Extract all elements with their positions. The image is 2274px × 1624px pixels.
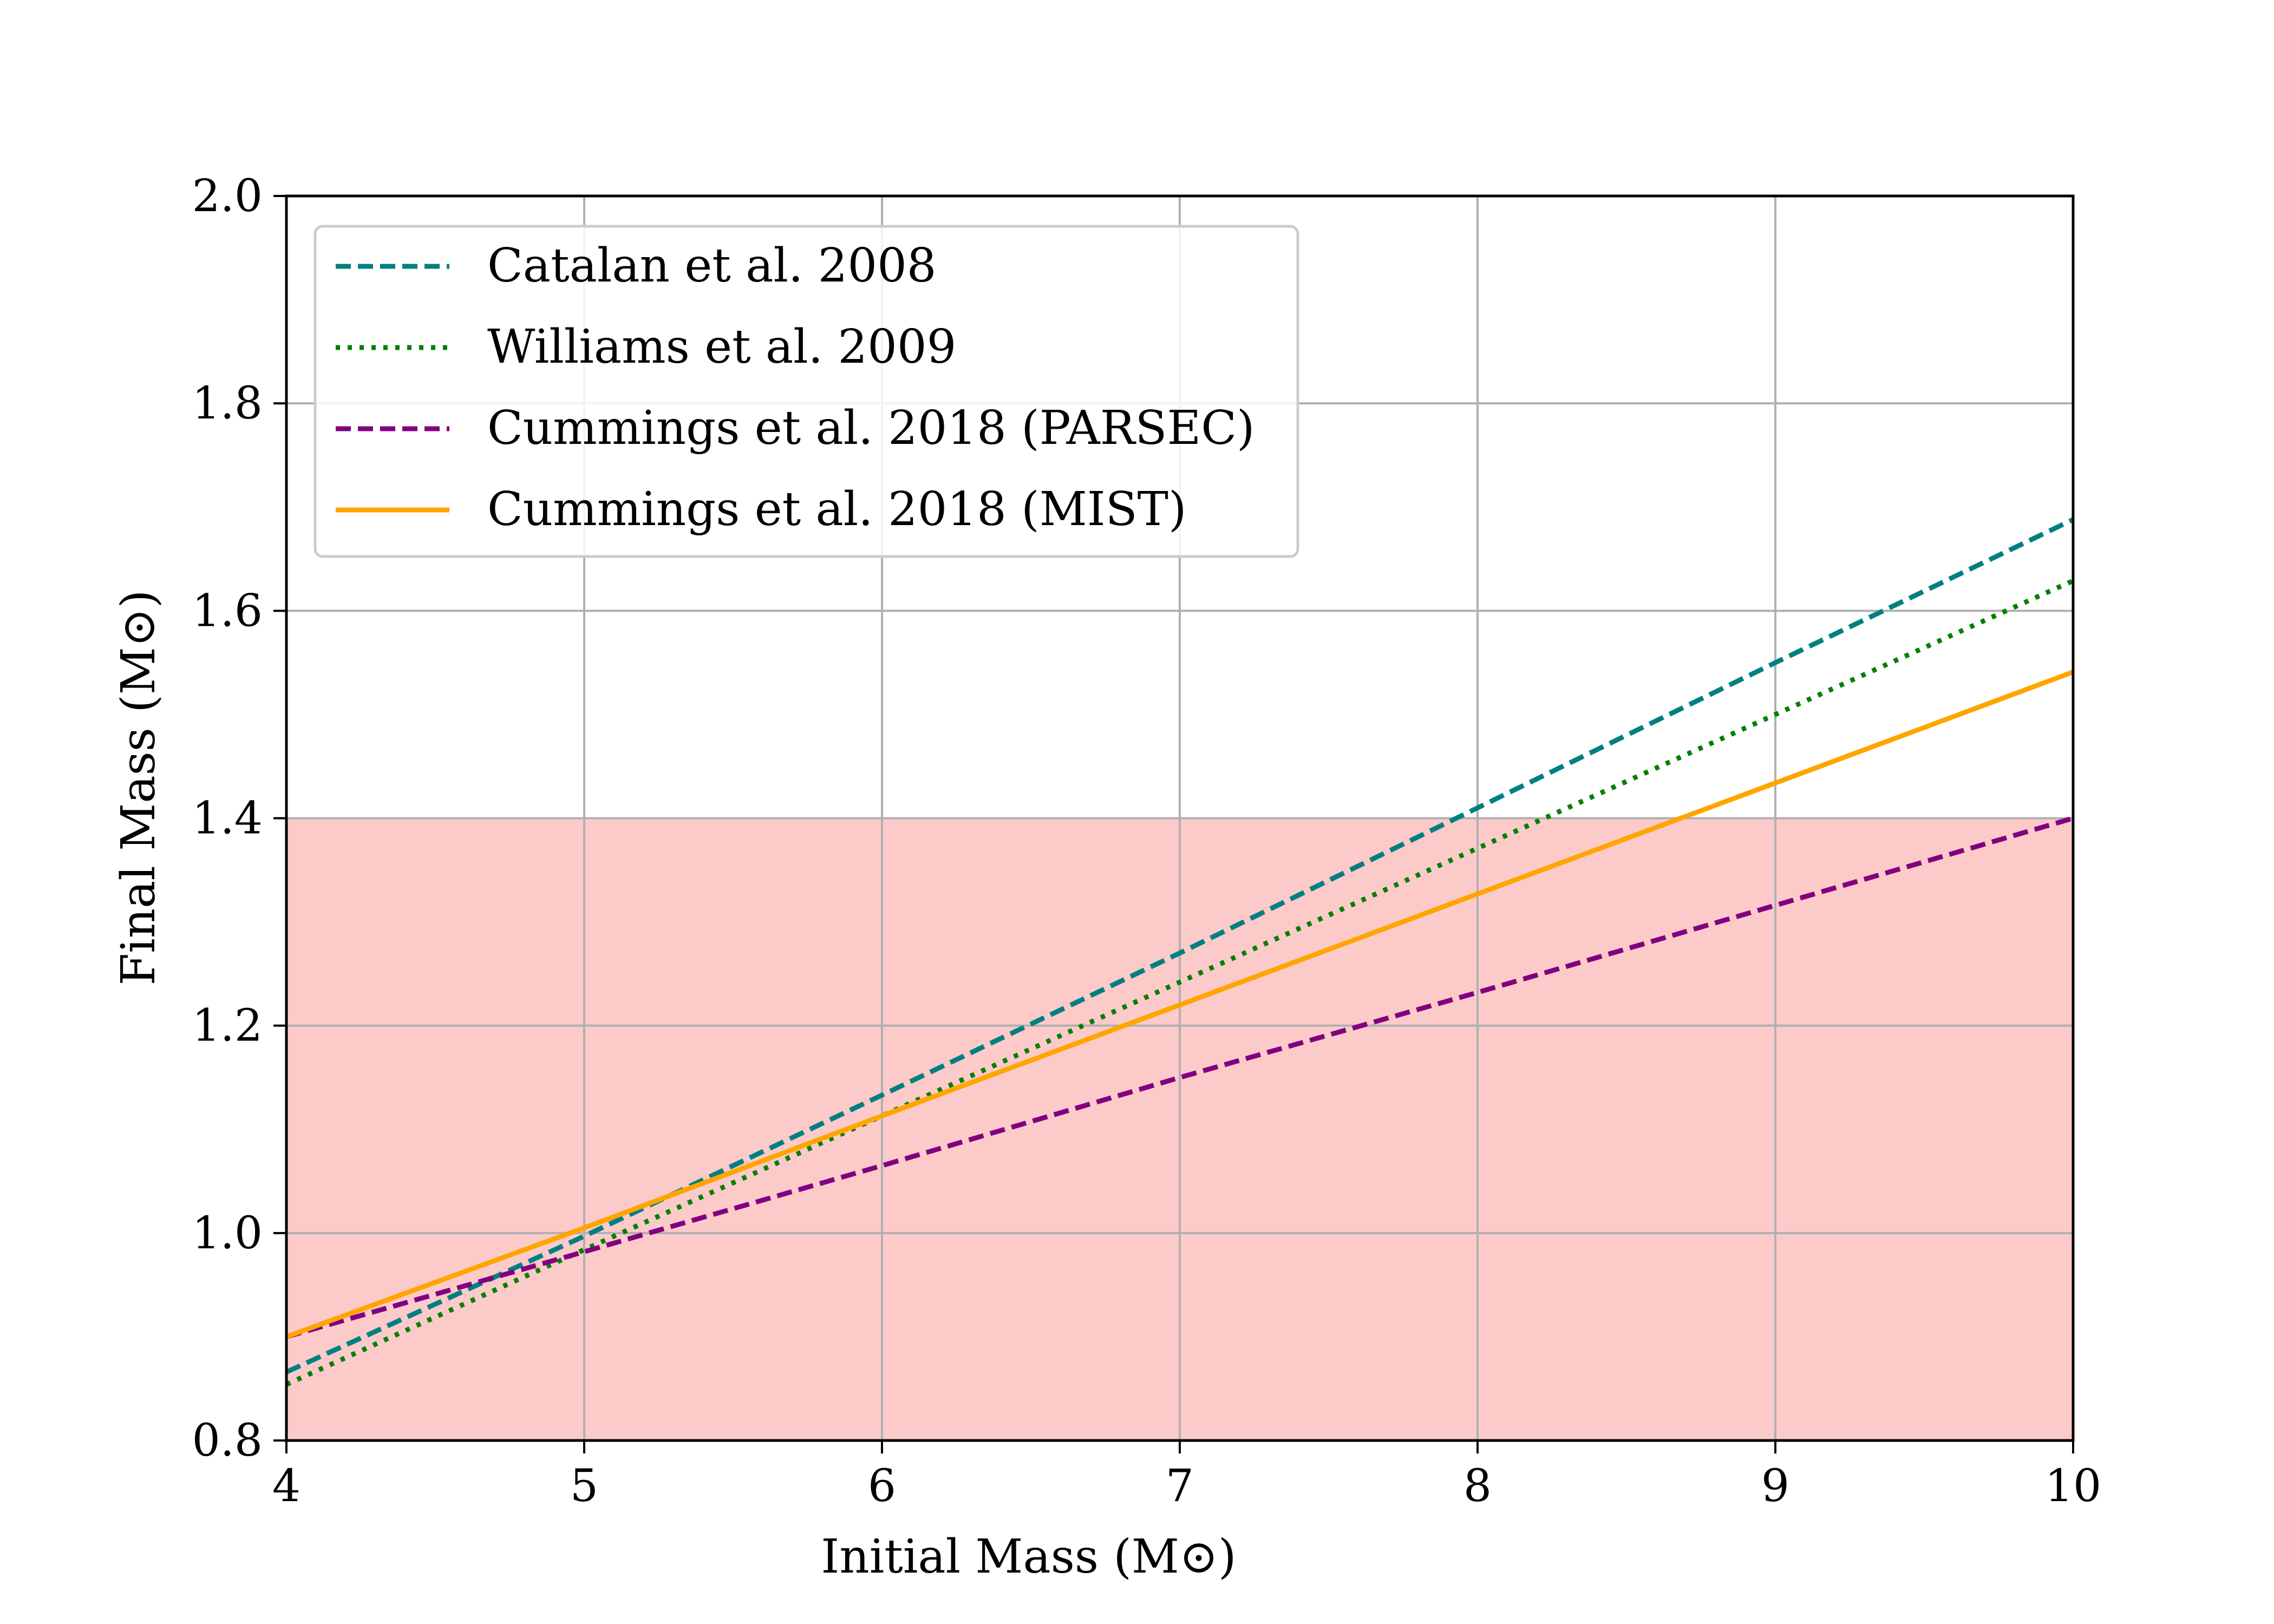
y-tick-label: 1.6 xyxy=(192,585,263,637)
legend: Catalan et al. 2008 Williams et al. 2009 C… xyxy=(313,225,1299,558)
x-tick-label: 4 xyxy=(272,1461,300,1512)
x-axis-label: Initial Mass (M⊙) xyxy=(821,1530,1236,1584)
legend-label-catalan-et-al-2008: Catalan et al. 2008 xyxy=(487,239,937,293)
series-line-williams-et-al-2009 xyxy=(285,578,2074,1387)
series-line-catalan-et-al-2008 xyxy=(285,517,2074,1374)
y-axis-label: Final Mass (M⊙) xyxy=(112,590,166,986)
x-tick-label: 8 xyxy=(1463,1461,1492,1512)
legend-box xyxy=(313,225,1299,558)
y-tick-label: 1.8 xyxy=(192,378,263,429)
series-line-cummings-et-al-2018-mist xyxy=(285,670,2074,1339)
legend-label-cummings-et-al-2018-mist: Cummings et al. 2018 (MIST) xyxy=(487,482,1187,536)
x-tick-label: 5 xyxy=(570,1461,598,1512)
legend-label-cummings-et-al-2018-parsec: Cummings et al. 2018 (PARSEC) xyxy=(487,401,1255,455)
x-tick-label: 10 xyxy=(2045,1461,2101,1512)
x-tick-label: 7 xyxy=(1166,1461,1194,1512)
y-tick-label: 0.8 xyxy=(192,1415,263,1466)
legend-label-williams-et-al-2009: Williams et al. 2009 xyxy=(487,320,956,374)
x-tick-label: 9 xyxy=(1761,1461,1789,1512)
plot-area: 4 5 6 7 8 9 10 0.8 1.0 1.2 1.4 1.6 1.8 2.0 xyxy=(192,171,2102,1512)
y-tick-label: 2.0 xyxy=(192,171,263,222)
y-tick-label: 1.4 xyxy=(192,793,263,844)
y-tick-label: 1.0 xyxy=(192,1208,263,1259)
x-tick-label: 6 xyxy=(868,1461,896,1512)
y-tick-label: 1.2 xyxy=(192,1000,263,1052)
